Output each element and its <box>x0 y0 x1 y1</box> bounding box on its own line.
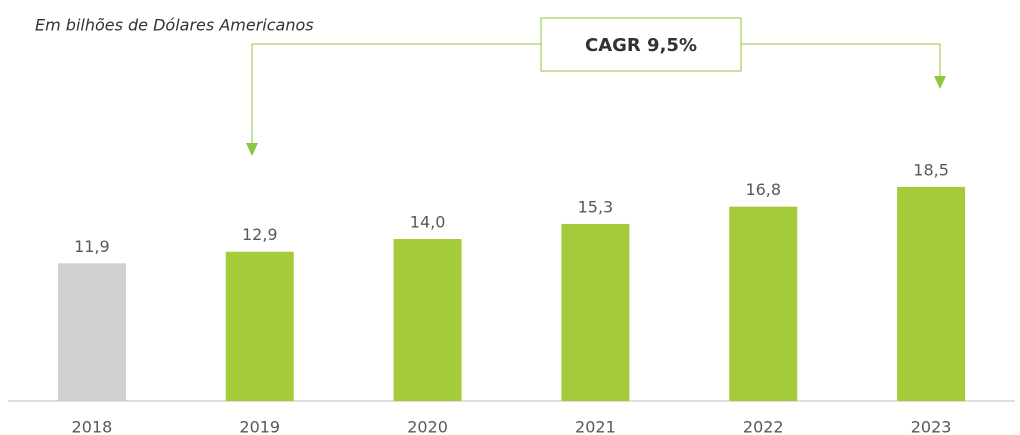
x-tick-label: 2018 <box>72 418 113 435</box>
value-label: 14,0 <box>410 213 446 232</box>
annotation-text: CAGR 9,5% <box>585 35 697 56</box>
value-label: 12,9 <box>242 225 278 244</box>
bar <box>561 223 630 401</box>
value-label: 15,3 <box>578 197 614 216</box>
x-tick-label: 2021 <box>575 418 616 435</box>
arrow-right <box>741 43 941 78</box>
chart-subtitle: Em bilhões de Dólares Americanos <box>35 16 314 35</box>
bar <box>393 239 462 401</box>
x-tick-label: 2019 <box>239 418 280 435</box>
bar <box>57 263 126 401</box>
value-label: 11,9 <box>74 237 110 256</box>
x-tick-label: 2023 <box>911 418 952 435</box>
bar <box>897 186 966 401</box>
value-label: 18,5 <box>913 160 949 179</box>
arrow-head <box>934 76 946 89</box>
arrow-left <box>251 43 541 145</box>
cagr-annotation <box>246 17 946 156</box>
x-tick-label: 2020 <box>407 418 448 435</box>
annotation-box <box>540 17 742 72</box>
bar <box>225 251 294 401</box>
arrow-head <box>246 143 258 156</box>
value-label: 16,8 <box>745 180 781 199</box>
x-tick-label: 2022 <box>743 418 784 435</box>
bar <box>729 206 798 401</box>
